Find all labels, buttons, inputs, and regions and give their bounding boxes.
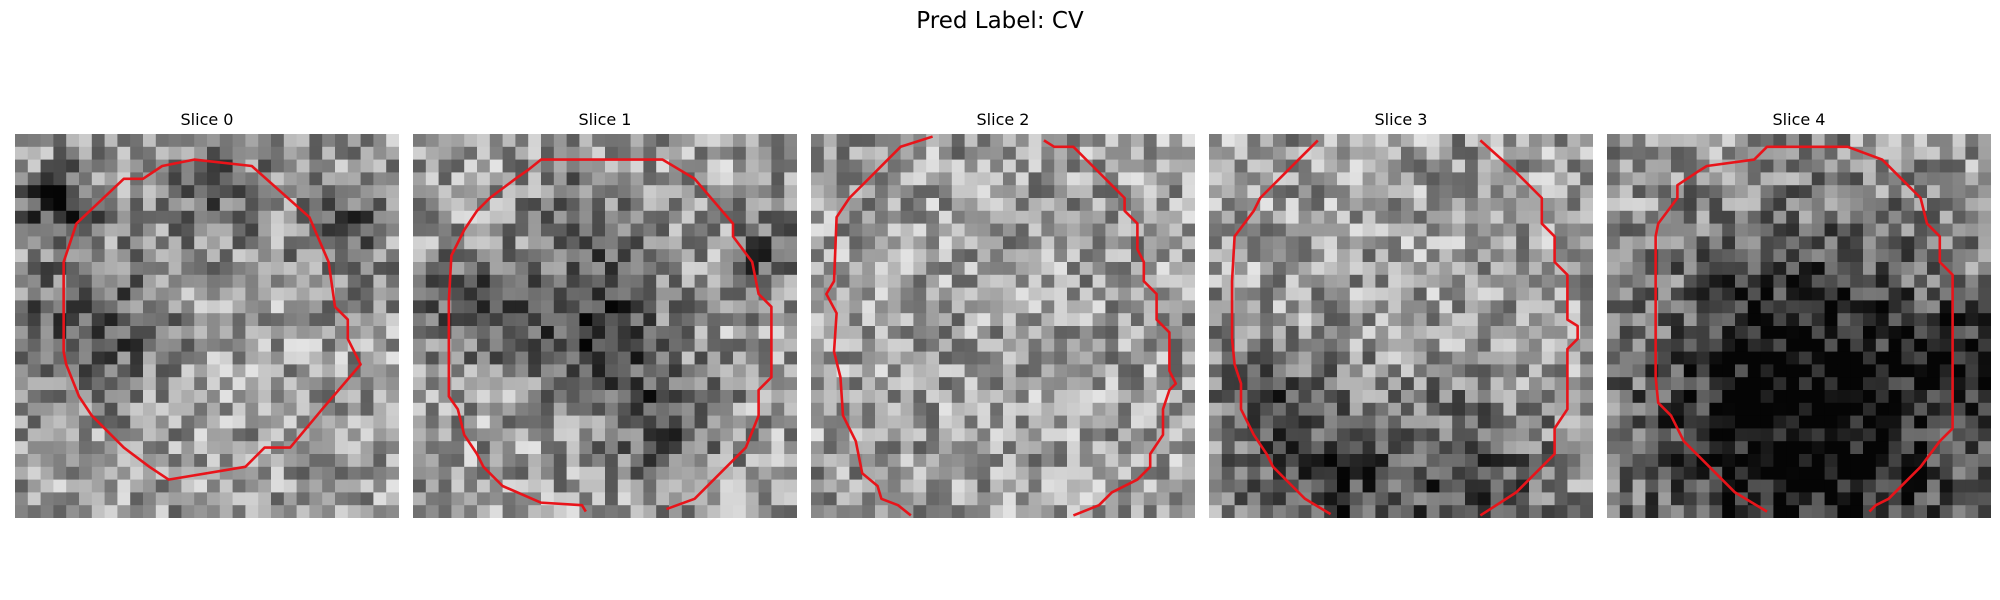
contour-0 [62, 158, 362, 481]
slice-image-4 [1607, 134, 1991, 518]
slice-title-0: Slice 0 [180, 110, 234, 129]
slice-panel-3: Slice 3 [1209, 110, 1593, 522]
contour-3-right [1479, 139, 1579, 517]
contour-2-right [1043, 139, 1178, 517]
slice-image-2 [811, 134, 1195, 518]
contour-2 [825, 135, 933, 517]
slice-title-2: Slice 2 [976, 110, 1030, 129]
contour-3 [1230, 139, 1332, 516]
slice-panel-0: Slice 0 [15, 110, 399, 522]
slice-title-1: Slice 1 [578, 110, 632, 129]
slice-panel-4: Slice 4 [1607, 110, 1991, 522]
slice-panel-2: Slice 2 [811, 110, 1195, 522]
contour-4 [1654, 145, 1954, 513]
contour-1 [447, 158, 773, 513]
slice-image-0 [15, 134, 399, 518]
slice-title-3: Slice 3 [1374, 110, 1428, 129]
slice-title-4: Slice 4 [1772, 110, 1826, 129]
slice-image-1 [413, 134, 797, 518]
figure-title: Pred Label: CV [916, 8, 1084, 34]
slice-image-3 [1209, 134, 1593, 518]
slice-panel-1: Slice 1 [413, 110, 797, 522]
